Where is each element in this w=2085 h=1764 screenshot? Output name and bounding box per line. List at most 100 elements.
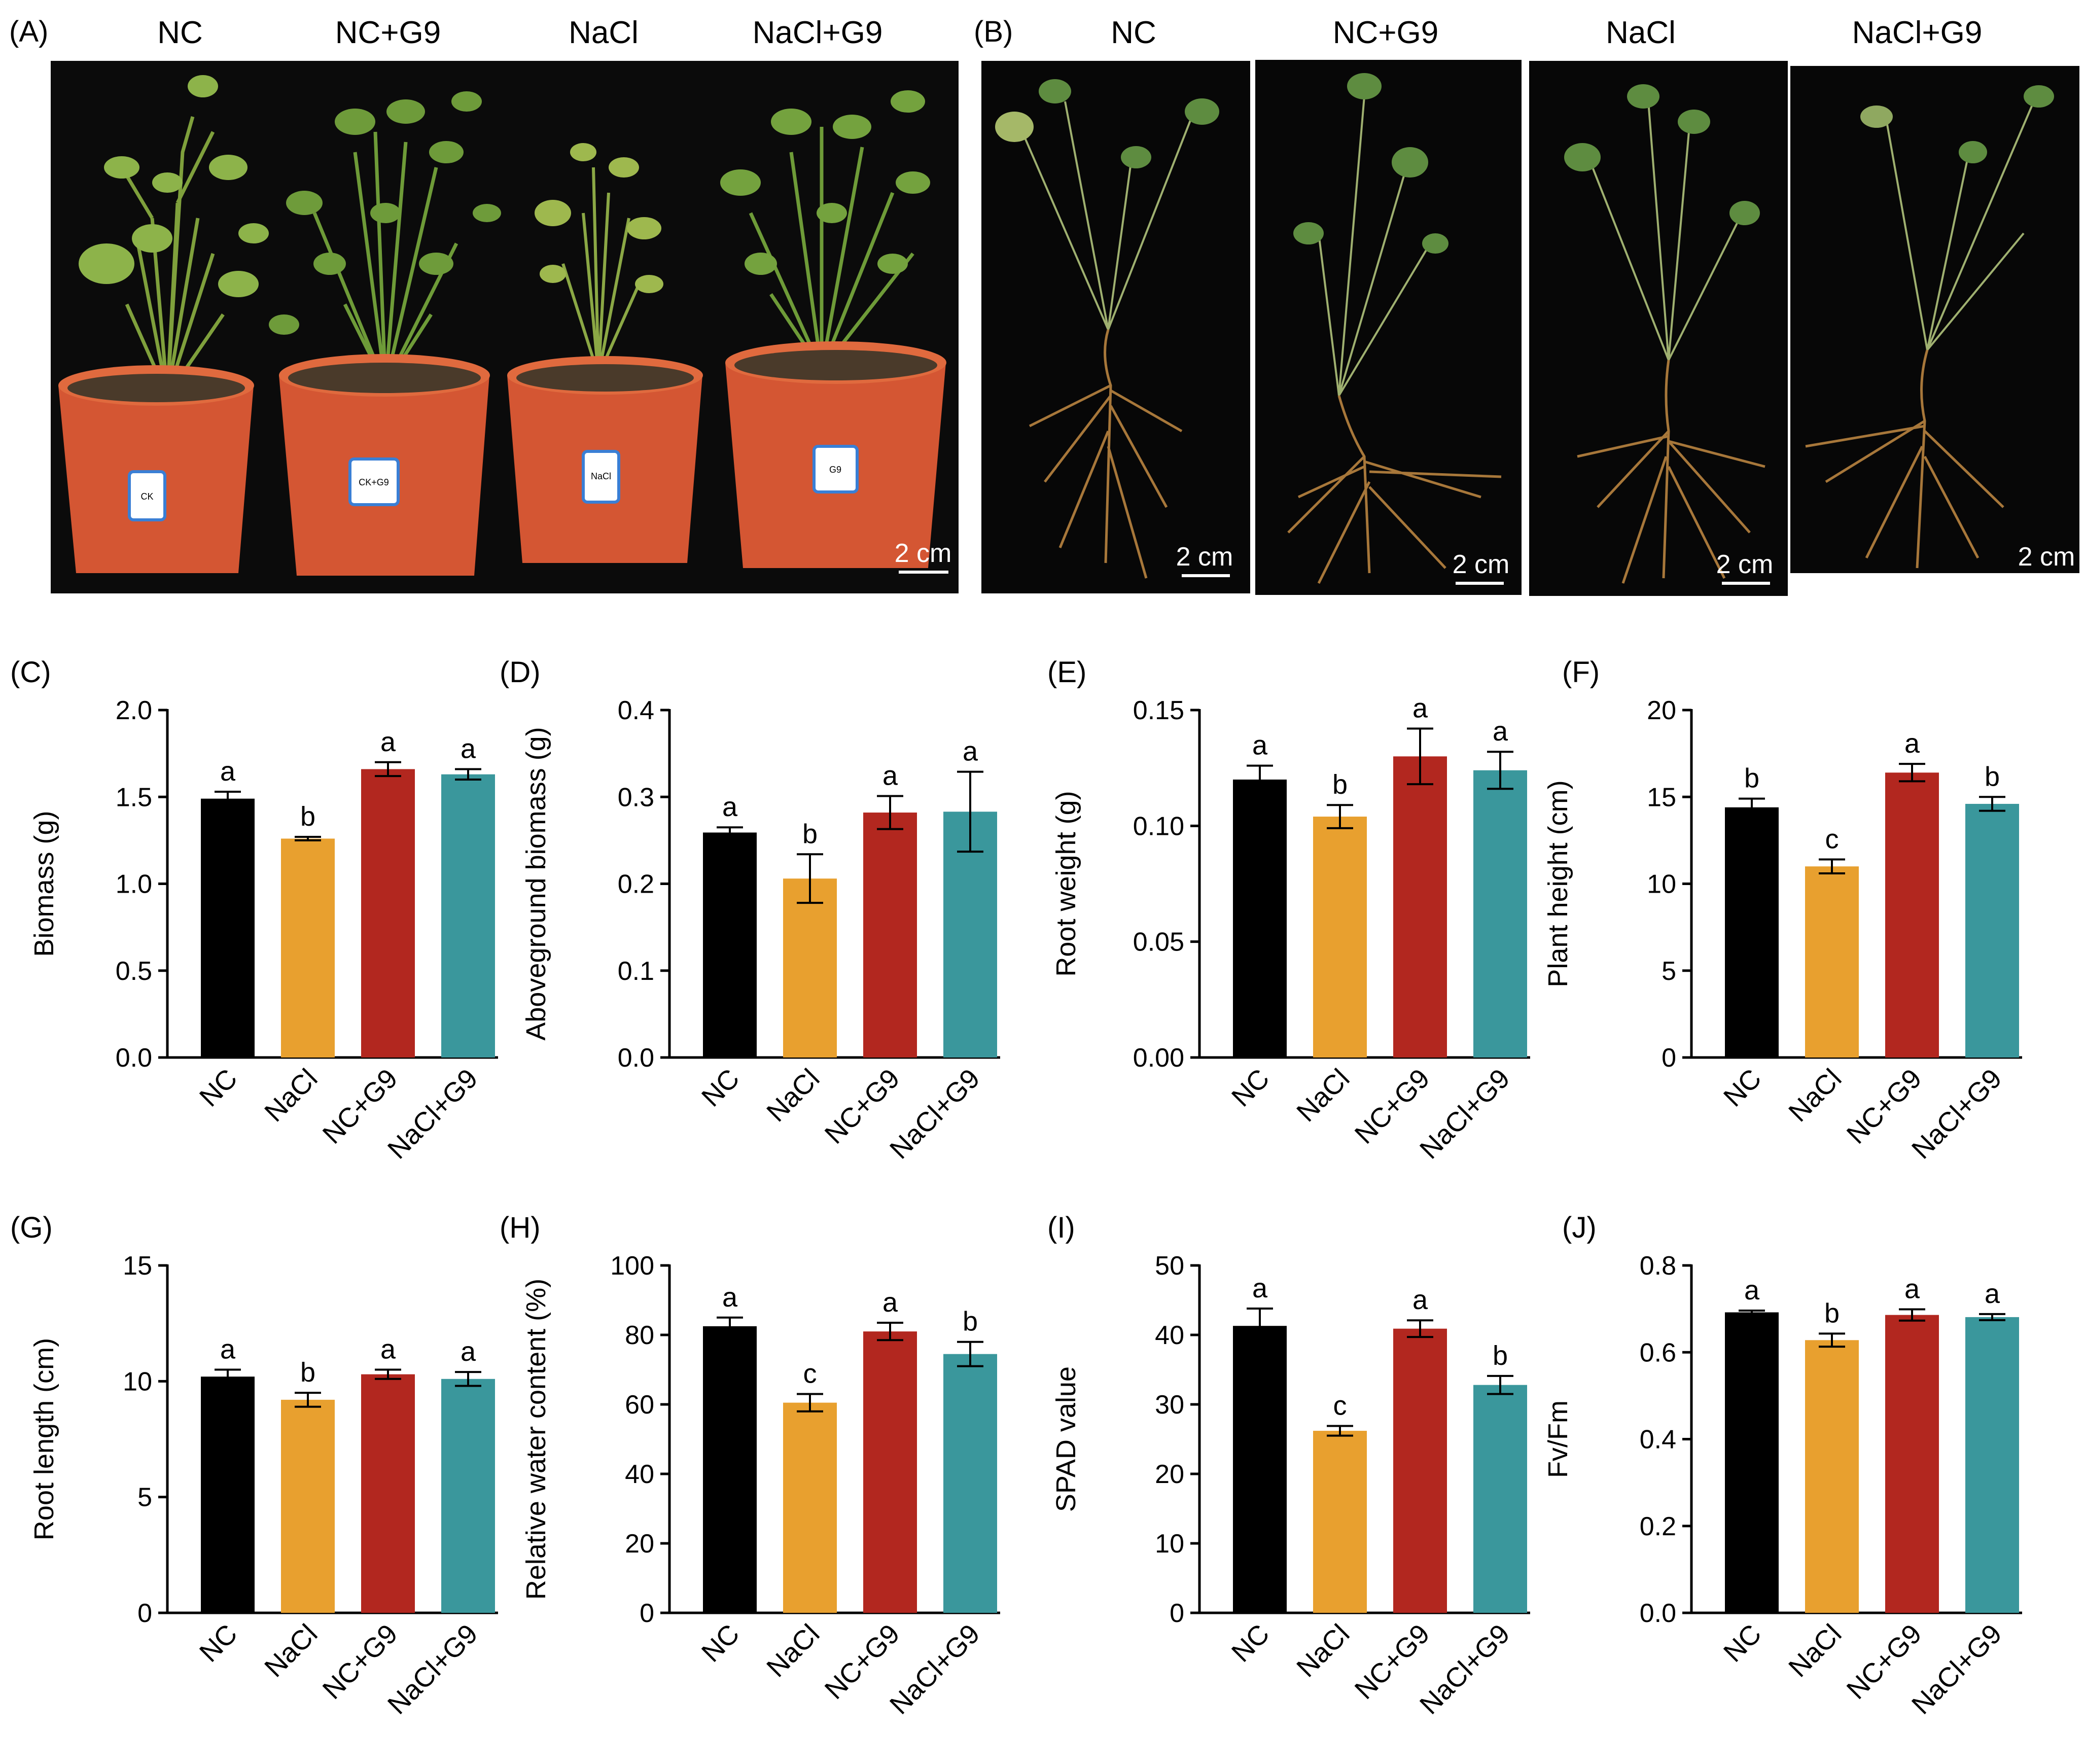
- chart-h: (H) 0 20 40 60 80 100 Relative water content (%…: [500, 1211, 1000, 1720]
- y-tick-label: 0.1: [618, 957, 654, 986]
- significance-letter: a: [220, 756, 236, 787]
- significance-letter: a: [1252, 1273, 1268, 1303]
- panel-b-label-nacl: NaCl: [1606, 15, 1676, 50]
- pot-tag-3: NaCl: [582, 450, 620, 504]
- panel-b-photo-nc-g9: [1255, 60, 1522, 595]
- panel-letter: (H): [500, 1211, 541, 1244]
- x-tick-label: NC: [1226, 1063, 1276, 1113]
- y-tick-label: 0.2: [1640, 1512, 1676, 1541]
- significance-letter: a: [722, 1282, 738, 1313]
- significance-letter: c: [803, 1358, 817, 1389]
- bar-nacl-g9: [441, 1379, 495, 1613]
- x-tick-label: NaCl: [1783, 1063, 1847, 1127]
- pot-tag-1: CK: [128, 470, 166, 521]
- significance-letter: a: [1904, 1274, 1920, 1304]
- panel-letter: (E): [1047, 656, 1086, 689]
- significance-letter: b: [1824, 1298, 1840, 1328]
- panel-letter: (D): [500, 656, 541, 689]
- plant-nacl-g9: [749, 127, 914, 372]
- panel-b-photo-nacl-g9: [1790, 66, 2079, 573]
- significance-letter: a: [1744, 1275, 1760, 1306]
- y-tick-label: 0.2: [618, 870, 654, 899]
- pot-tag-1-text: CK: [140, 491, 153, 502]
- bar-nacl: [1313, 817, 1367, 1057]
- bar-nc-g9: [361, 769, 415, 1057]
- y-tick-label: 0.0: [1640, 1599, 1676, 1628]
- panel-b-photo-nacl: [1529, 61, 1788, 596]
- x-tick-label: NaCl: [259, 1618, 323, 1683]
- panel-a-label-nacl-g9: NaCl+G9: [753, 15, 883, 50]
- panel-b-roots: [1029, 329, 2004, 584]
- panel-b-label-nacl-g9: NaCl+G9: [1852, 15, 1983, 50]
- panel-b: (B) NC NC+G9 NaCl NaCl+G9: [974, 15, 2079, 596]
- bar-nc: [703, 1326, 757, 1613]
- significance-letter: b: [300, 801, 315, 832]
- chart-e: (E) 0.00 0.05 0.10 0.15 Root weight (g) a NC b Na…: [1047, 656, 1530, 1165]
- x-tick-label: NaCl: [1291, 1618, 1355, 1683]
- panel-b-stems: [1023, 96, 2035, 397]
- panel-letter: (C): [10, 656, 51, 689]
- x-tick-label: NC: [194, 1063, 243, 1113]
- bar-nacl: [783, 1402, 837, 1613]
- pot-tag-2: CK+G9: [348, 457, 400, 506]
- y-tick-label: 40: [1155, 1321, 1184, 1350]
- bar-nacl-g9: [1473, 1385, 1527, 1613]
- panel-b-scale-bar-label-3: 2 cm: [1716, 550, 1774, 579]
- plant-nacl-leaves: [535, 143, 663, 293]
- significance-letter: b: [300, 1357, 315, 1388]
- y-axis-label: Root weight (g): [1051, 791, 1081, 976]
- y-tick-label: 0.8: [1640, 1251, 1676, 1281]
- panel-letter: (G): [10, 1211, 53, 1244]
- x-tick-label: NaCl: [761, 1618, 825, 1683]
- bar-nacl: [1313, 1431, 1367, 1613]
- y-tick-label: 60: [625, 1390, 654, 1420]
- y-tick-label: 1.0: [116, 870, 152, 899]
- bar-nacl-g9: [441, 774, 495, 1057]
- panel-b-label-nc: NC: [1111, 15, 1156, 50]
- significance-letter: b: [1332, 769, 1348, 800]
- significance-letter: c: [1333, 1390, 1347, 1421]
- significance-letter: a: [1412, 1285, 1428, 1315]
- significance-letter: a: [380, 727, 396, 757]
- y-tick-label: 5: [137, 1483, 152, 1512]
- bar-nc: [1233, 1326, 1287, 1613]
- x-tick-label: NC: [1718, 1618, 1768, 1668]
- significance-letter: b: [802, 819, 818, 849]
- plant-nc-leaves: [79, 75, 269, 297]
- significance-letter: a: [461, 1336, 476, 1367]
- panel-b-photo-nc: [981, 61, 1250, 593]
- bar-nc-g9: [1885, 1315, 1939, 1613]
- y-axis-label: SPAD value: [1051, 1366, 1081, 1512]
- bar-nacl-g9: [1965, 1317, 2019, 1613]
- panel-b-letter: (B): [974, 15, 1013, 48]
- bar-nc: [1233, 780, 1287, 1057]
- bar-nc-g9: [361, 1374, 415, 1613]
- panel-a-label-nacl: NaCl: [569, 15, 639, 50]
- y-tick-label: 0.4: [1640, 1425, 1676, 1455]
- y-tick-label: 15: [1647, 783, 1676, 812]
- panel-letter: (J): [1562, 1211, 1597, 1244]
- y-tick-label: 10: [1647, 870, 1676, 899]
- plant-nacl-g9-leaves: [720, 90, 930, 275]
- plant-nc: [120, 116, 225, 397]
- bar-nc-g9: [1393, 1328, 1447, 1613]
- y-tick-label: 0.0: [116, 1043, 152, 1073]
- y-tick-label: 0: [1662, 1043, 1676, 1073]
- y-tick-label: 0: [1170, 1599, 1184, 1628]
- panel-b-scale-bar-label-4: 2 cm: [2018, 542, 2075, 572]
- y-tick-label: 0.3: [618, 783, 654, 812]
- bar-nc-g9: [1885, 772, 1939, 1057]
- significance-letter: b: [1744, 763, 1759, 794]
- panel-b-scale-bars: 2 cm 2 cm 2 cm 2 cm: [1176, 542, 2075, 585]
- y-tick-label: 0.4: [618, 696, 654, 725]
- panel-a-label-nc-g9: NC+G9: [335, 15, 441, 50]
- y-tick-label: 0.05: [1133, 928, 1184, 957]
- x-tick-label: NC: [696, 1618, 746, 1668]
- y-tick-label: 0.0: [618, 1043, 654, 1073]
- significance-letter: a: [1985, 1279, 2000, 1309]
- significance-letter: a: [1493, 716, 1508, 747]
- panel-letter: (F): [1562, 656, 1600, 689]
- y-axis-label: Biomass (g): [29, 810, 59, 957]
